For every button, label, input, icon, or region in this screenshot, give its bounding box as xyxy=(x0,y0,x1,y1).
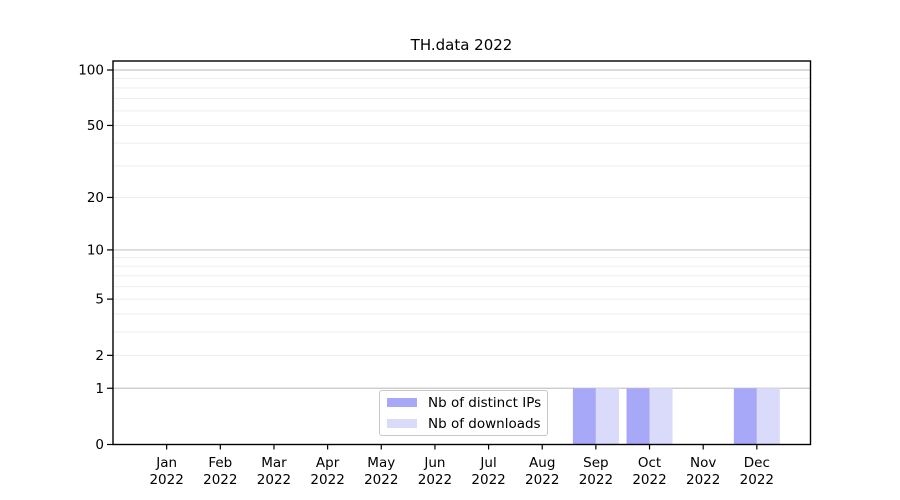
x-tick-label-year: 2022 xyxy=(471,472,505,488)
legend-label-downloads: Nb of downloads xyxy=(428,415,541,432)
x-tick-label-month: Nov xyxy=(690,455,716,471)
y-tick-label: 100 xyxy=(78,63,104,79)
legend-swatch-distinct-ips-icon xyxy=(387,398,417,407)
x-tick-label-month: Sep xyxy=(583,455,608,471)
x-tick-label-year: 2022 xyxy=(632,472,666,488)
y-tick-label: 20 xyxy=(87,190,104,206)
x-tick-label-year: 2022 xyxy=(257,472,291,488)
bar-downloads xyxy=(756,388,780,445)
x-tick-label-year: 2022 xyxy=(579,472,613,488)
x-tick-label-year: 2022 xyxy=(203,472,237,488)
x-tick-label-month: Dec xyxy=(744,455,770,471)
x-tick-label-year: 2022 xyxy=(740,472,774,488)
x-tick-label-month: Jun xyxy=(423,455,445,471)
bar-downloads xyxy=(649,388,673,445)
x-tick-label-month: Feb xyxy=(208,455,232,471)
x-tick-label-year: 2022 xyxy=(149,472,183,488)
plot-border xyxy=(112,60,812,446)
y-tick-label: 1 xyxy=(95,381,104,397)
bar-distinct-ips xyxy=(626,388,650,445)
x-tick-label-year: 2022 xyxy=(418,472,452,488)
y-tick-label: 50 xyxy=(87,118,104,134)
x-tick-label-month: Mar xyxy=(261,455,287,471)
x-tick-label-month: Apr xyxy=(316,455,340,471)
x-tick-label-month: Aug xyxy=(529,455,555,471)
x-tick-label-month: Oct xyxy=(638,455,661,471)
x-tick-label-month: May xyxy=(367,455,395,471)
x-tick-label-year: 2022 xyxy=(525,472,559,488)
x-tick-label-year: 2022 xyxy=(310,472,344,488)
legend: Nb of distinct IPs Nb of downloads xyxy=(379,390,548,436)
y-tick-label: 2 xyxy=(95,348,104,364)
y-tick-label: 0 xyxy=(95,437,104,453)
x-tick-label-year: 2022 xyxy=(686,472,720,488)
legend-item-distinct-ips: Nb of distinct IPs xyxy=(387,394,542,411)
legend-swatch-downloads-icon xyxy=(387,419,417,428)
y-tick-label: 10 xyxy=(87,242,104,258)
chart-title: TH.data 2022 xyxy=(410,36,513,54)
bar-distinct-ips xyxy=(572,388,596,445)
x-tick-label-month: Jul xyxy=(479,455,496,471)
legend-label-distinct-ips: Nb of distinct IPs xyxy=(428,394,542,411)
legend-item-downloads: Nb of downloads xyxy=(387,415,541,432)
bar-downloads xyxy=(595,388,619,445)
x-tick-label-month: Jan xyxy=(155,455,177,471)
bar-distinct-ips xyxy=(733,388,757,445)
x-tick-label-year: 2022 xyxy=(364,472,398,488)
y-tick-label: 5 xyxy=(95,292,104,308)
